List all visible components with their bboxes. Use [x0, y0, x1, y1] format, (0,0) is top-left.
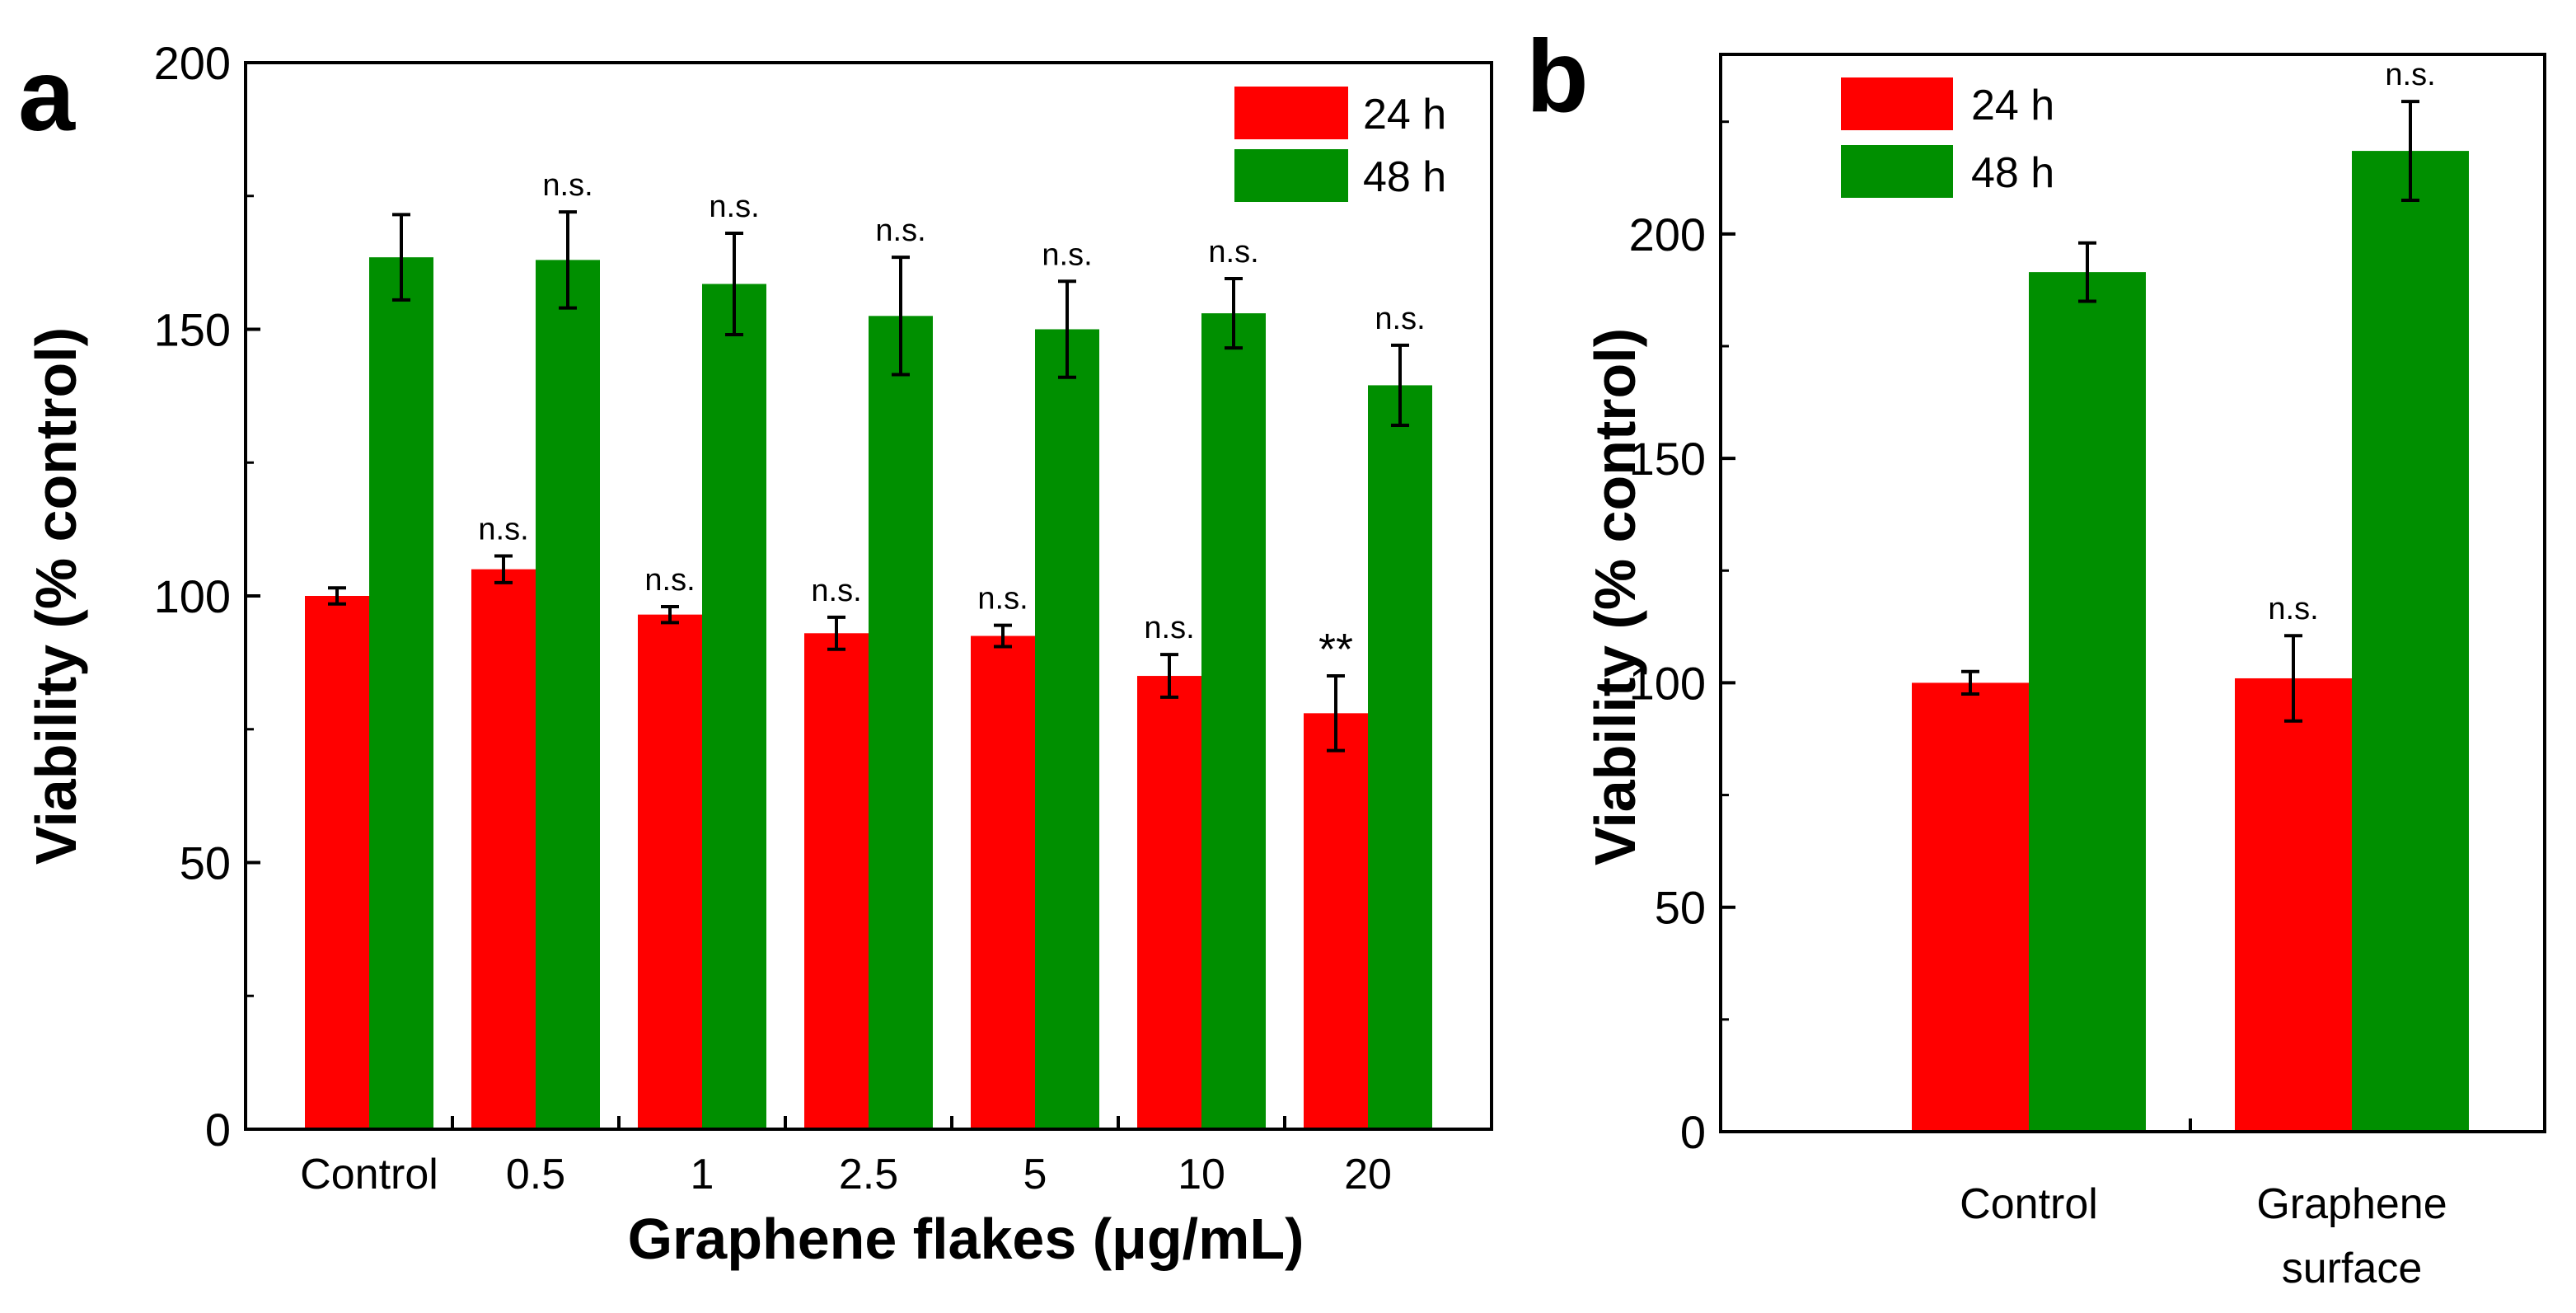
panel-a-annotation-1-2: n.s.: [709, 190, 759, 224]
panel-a-error-bar-0-5: [1160, 653, 1178, 699]
panel-b-y-tick-label-0: 0: [1680, 1106, 1706, 1158]
panel-a-legend: 24 h 48 h: [1234, 87, 1446, 202]
panel-a-category-label-1: 0.5: [506, 1151, 565, 1198]
panel-a-error-bar-0-0: [328, 586, 346, 606]
panel-a-error-bar-1-2: [725, 232, 743, 336]
panel-a-bar-1-1: [536, 260, 600, 1129]
panel-b-legend-swatch-0: [1841, 77, 1953, 130]
panel-b-bar-1-0: [2029, 272, 2146, 1132]
panel-a-error-bar-0-6: [1327, 674, 1345, 753]
panel-b-annotation-0-1: n.s.: [2268, 592, 2318, 626]
panel-a-legend-label-1: 48 h: [1363, 153, 1446, 201]
panel-a-annotation-0-2: n.s.: [644, 563, 695, 598]
panel-a-annotation-0-4: n.s.: [977, 582, 1028, 617]
panel-b-legend: 24 h 48 h: [1841, 77, 2054, 198]
panel-a-bar-0-3: [804, 633, 869, 1129]
panel-b-legend-swatch-1: [1841, 145, 1953, 198]
panel-a-x-axis-title: Graphene flakes (μg/mL): [628, 1207, 1304, 1271]
panel-a-error-bar-0-2: [661, 604, 679, 625]
panel-a-bar-1-0: [369, 257, 433, 1129]
panel-b-annotation-1-1: n.s.: [2385, 58, 2435, 92]
panel-a-bar-1-4: [1035, 329, 1099, 1129]
panel-a-bar-1-2: [702, 284, 766, 1129]
panel-a-y-tick-label-50: 50: [180, 837, 231, 889]
panel-a-annotation-0-1: n.s.: [478, 512, 528, 546]
panel-a-category-label-3: 2.5: [839, 1151, 898, 1198]
panel-a-legend-swatch-0: [1234, 87, 1348, 139]
panel-a-legend-label-0: 24 h: [1363, 91, 1446, 138]
panel-a-letter: a: [18, 39, 76, 152]
panel-a-annotation-0-6: **: [1318, 625, 1353, 674]
panel-b-y-tick-label-100: 100: [1629, 657, 1706, 709]
panel-b-y-tick-label-150: 150: [1629, 433, 1706, 485]
panel-a-bar-0-4: [971, 635, 1035, 1129]
panel-b-category-label-0: Control: [1960, 1180, 2098, 1228]
panel-a-chart: Control n.s. n.s. 0.5 n.s. n.s. 1 n.s. n.s. 2.5 n.…: [24, 37, 1493, 1271]
panel-a-error-bar-0-3: [827, 615, 845, 651]
panel-a-bar-0-5: [1137, 676, 1201, 1129]
panel-b-y-tick-label-200: 200: [1629, 209, 1706, 260]
panel-b-error-bar-1-1: [2401, 100, 2419, 202]
panel-b-category-label-1-0: Graphene: [2256, 1180, 2447, 1228]
panel-b-bar-0-0: [1912, 682, 2029, 1132]
panel-b-chart: Control n.s. n.s. Graphene surface 0 50 100 150 2…: [1583, 53, 2546, 1292]
panel-a-error-bar-0-4: [994, 623, 1012, 649]
panel-a-category-label-5: 10: [1178, 1151, 1225, 1198]
panel-b-category-label-1-1: surface: [2282, 1245, 2423, 1292]
panel-a-category-label-4: 5: [1023, 1151, 1047, 1198]
panel-b-bar-0-1: [2235, 678, 2352, 1132]
panel-a-error-bar-1-3: [892, 256, 910, 377]
panel-a-y-tick-label-100: 100: [154, 570, 231, 622]
panel-b-error-bar-1-0: [2078, 241, 2096, 303]
panel-a-legend-swatch-1: [1234, 149, 1348, 202]
panel-a-category-label-6: 20: [1344, 1151, 1392, 1198]
panel-a-annotation-1-3: n.s.: [875, 213, 925, 248]
panel-b-plot-frame: [1719, 53, 2546, 1133]
panel-a-annotation-1-1: n.s.: [542, 168, 592, 203]
panel-a-y-axis-title: Viability (% control): [24, 327, 88, 865]
panel-b-error-bar-0-1: [2284, 634, 2302, 723]
panel-a-bar-0-1: [471, 569, 536, 1129]
panel-b-bar-1-1: [2352, 151, 2469, 1132]
panel-a-category-label-0: Control: [300, 1151, 438, 1198]
panel-b-y-axis-title: Viability (% control): [1583, 328, 1647, 865]
panel-a-y-tick-label-200: 200: [154, 37, 231, 89]
panel-a-annotation-0-5: n.s.: [1144, 611, 1194, 645]
panel-b-error-bar-0-0: [1961, 669, 1979, 696]
panel-a-bar-1-3: [869, 316, 933, 1129]
panel-a-error-bar-1-4: [1058, 279, 1076, 379]
panel-a-y-tick-label-150: 150: [154, 304, 231, 356]
panel-a-y-tick-label-0: 0: [205, 1104, 231, 1156]
panel-a-error-bar-1-6: [1391, 343, 1409, 427]
panel-b-legend-label-0: 24 h: [1971, 82, 2054, 129]
panel-a-category-label-2: 1: [691, 1151, 714, 1198]
panel-a-bar-0-6: [1304, 713, 1368, 1129]
panel-a-bar-0-2: [638, 614, 702, 1129]
panel-a-annotation-0-3: n.s.: [811, 574, 861, 608]
panel-a-annotation-1-4: n.s.: [1042, 237, 1092, 272]
panel-a-annotation-1-6: n.s.: [1375, 302, 1425, 336]
panel-b-letter: b: [1526, 20, 1589, 134]
panel-a-error-bar-1-5: [1225, 277, 1243, 350]
panel-a-annotation-1-5: n.s.: [1208, 235, 1258, 270]
panel-b-legend-label-1: 48 h: [1971, 149, 2054, 197]
panel-a-error-bar-1-1: [559, 210, 577, 310]
panel-a-error-bar-0-1: [494, 554, 513, 584]
panel-a-bar-1-5: [1201, 313, 1266, 1130]
panel-a-error-bar-1-0: [392, 213, 410, 302]
panel-a-bar-1-6: [1368, 385, 1432, 1129]
panel-a-bar-0-0: [305, 596, 369, 1129]
panel-b-y-tick-label-50: 50: [1655, 882, 1706, 934]
